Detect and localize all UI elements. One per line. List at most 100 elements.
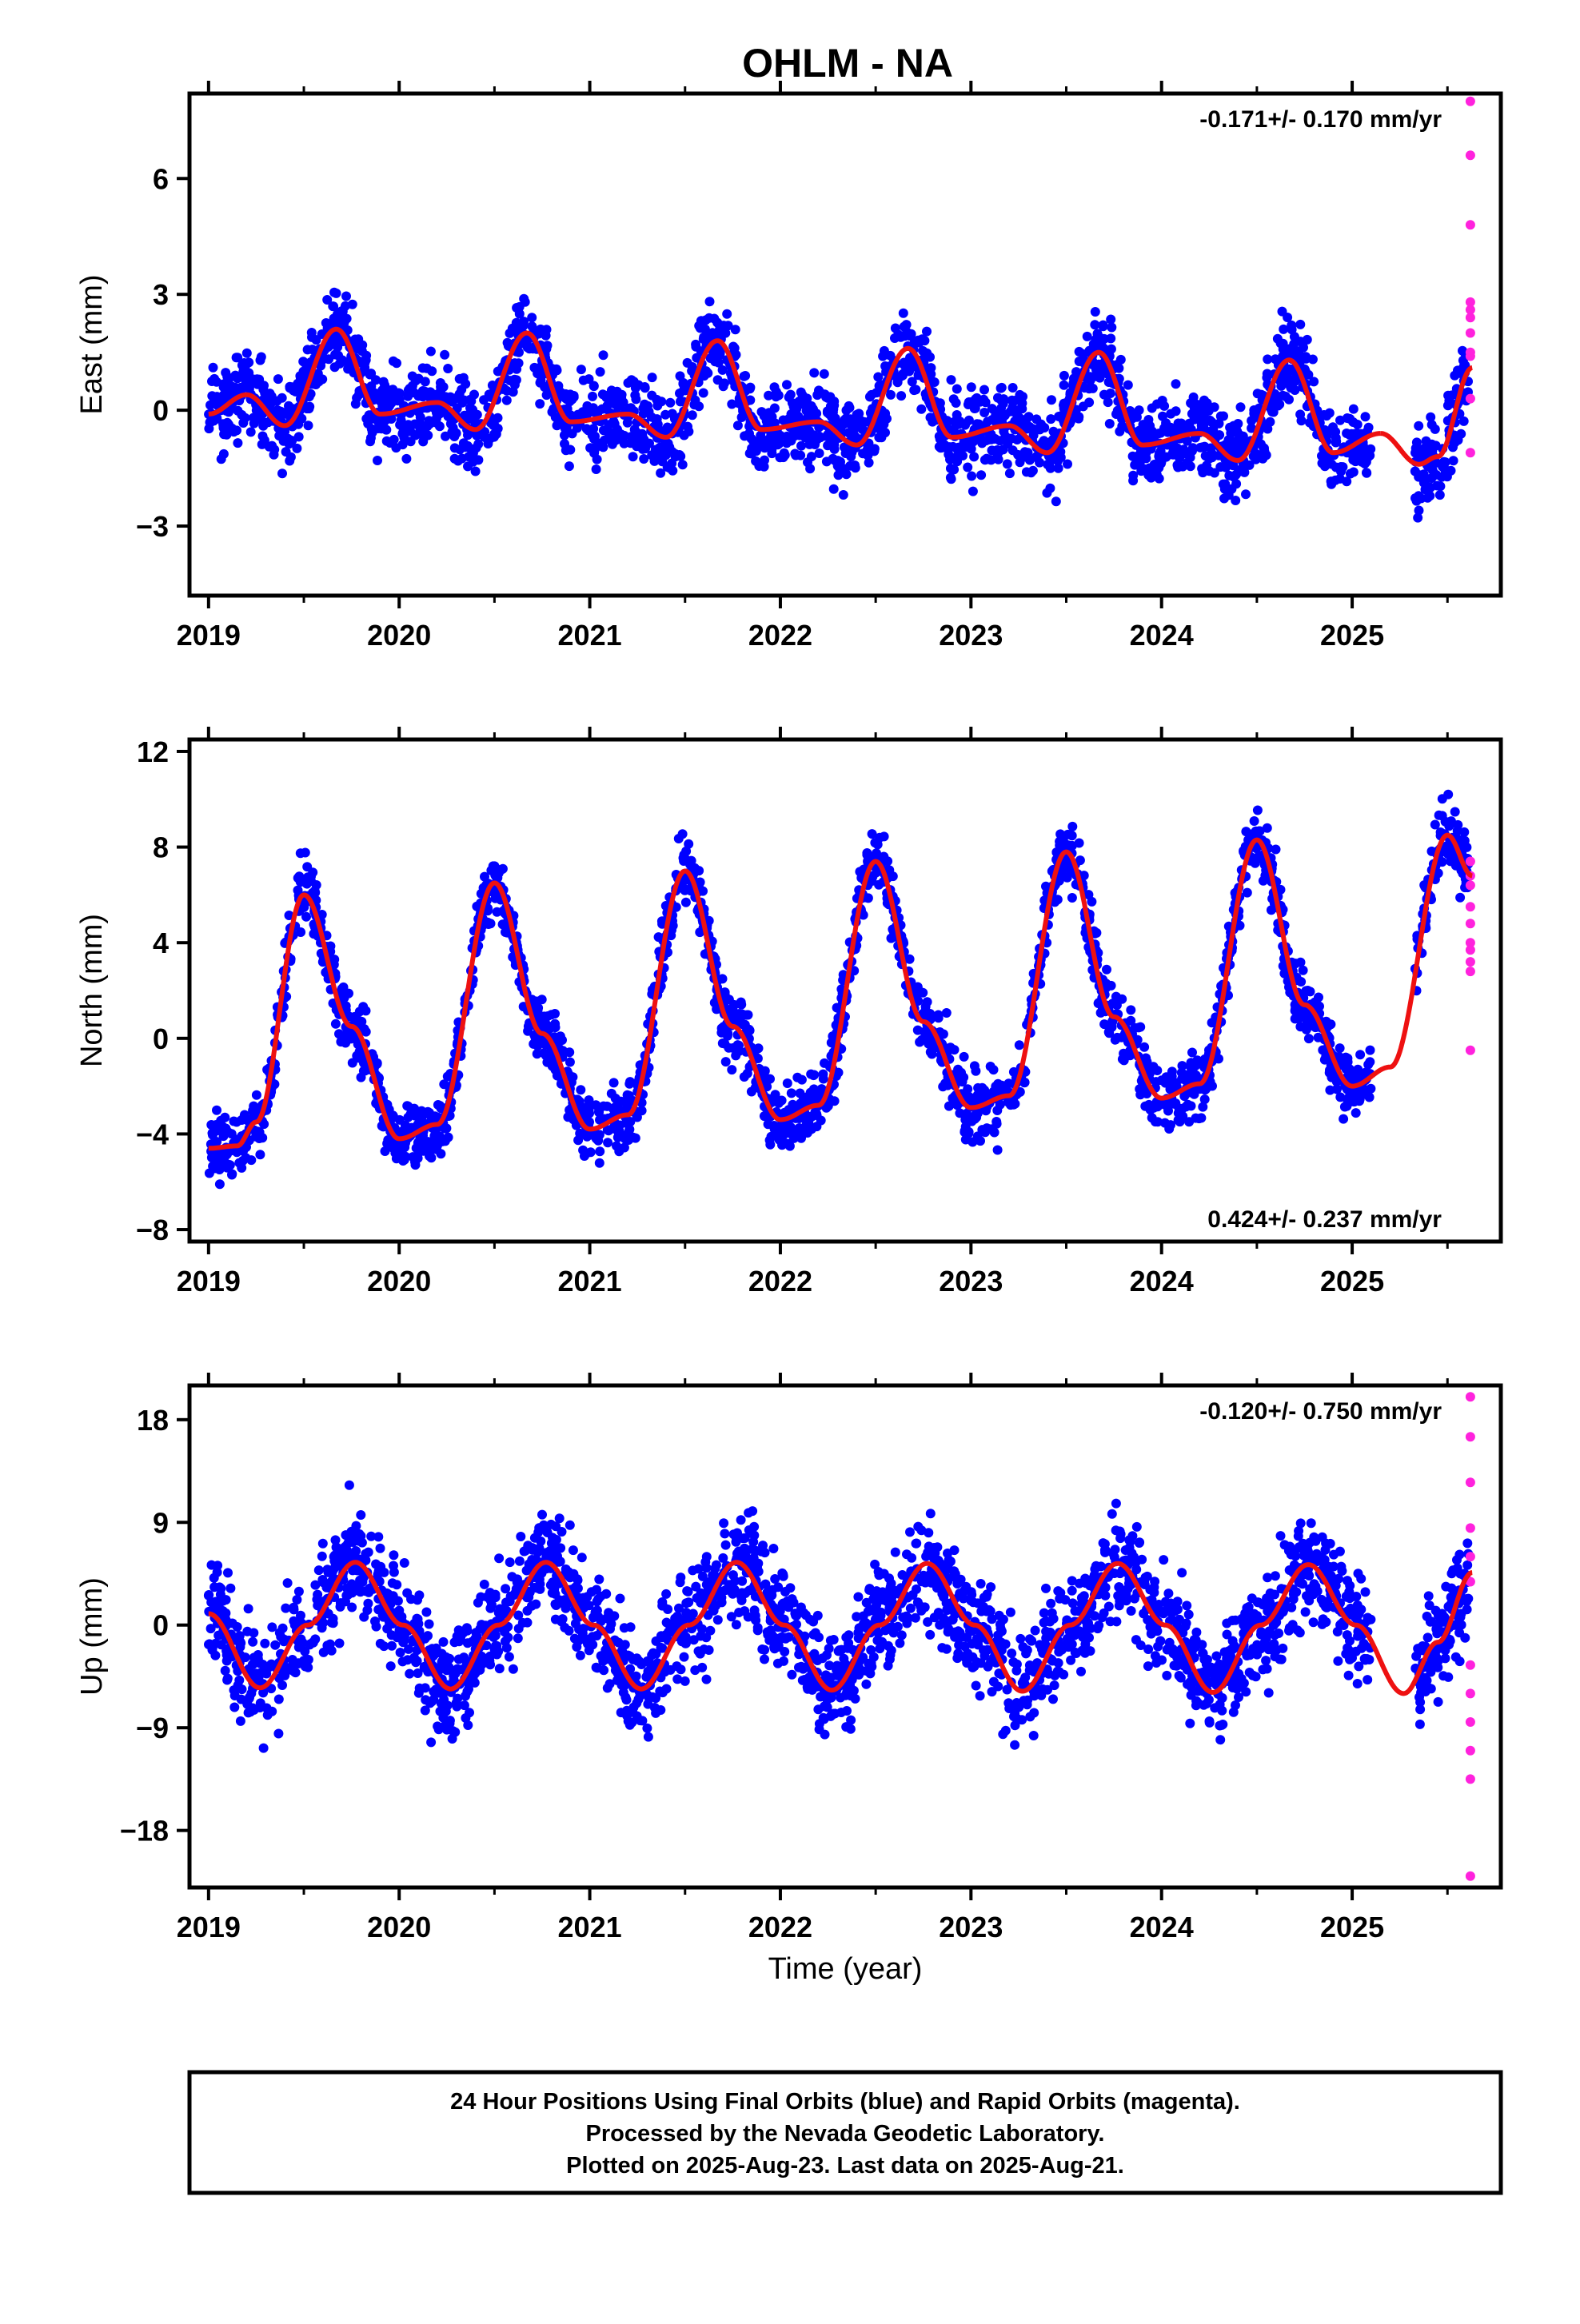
data-point	[786, 1122, 796, 1132]
data-point	[354, 390, 364, 400]
data-point	[1279, 339, 1288, 349]
data-point	[612, 425, 622, 434]
data-point	[1439, 457, 1449, 467]
data-point	[1128, 476, 1138, 485]
data-point	[612, 1141, 621, 1150]
data-point	[541, 331, 551, 341]
data-point	[862, 848, 872, 858]
data-point	[948, 442, 958, 452]
x-tick-label: 2022	[748, 619, 812, 652]
data-point	[1331, 476, 1340, 485]
y-tick-label: −3	[136, 510, 169, 543]
data-point	[1414, 421, 1423, 431]
data-point	[1295, 337, 1305, 346]
data-point	[576, 1085, 585, 1094]
data-point	[582, 424, 592, 433]
data-point	[1091, 335, 1100, 345]
data-point	[1099, 321, 1108, 331]
data-point	[461, 442, 470, 452]
y-tick-label: 0	[153, 394, 169, 427]
data-point	[525, 344, 534, 353]
data-point	[1255, 827, 1264, 836]
data-point	[1339, 1114, 1348, 1124]
data-point	[809, 368, 819, 377]
data-point	[1017, 398, 1027, 408]
data-point	[918, 346, 928, 356]
data-point	[365, 370, 375, 380]
x-tick-label: 2020	[367, 619, 431, 652]
data-point	[1360, 459, 1370, 468]
data-point	[351, 399, 361, 409]
data-point	[223, 1127, 233, 1137]
data-point	[393, 1143, 402, 1153]
data-point	[260, 418, 269, 428]
data-point	[589, 446, 599, 456]
data-point	[678, 460, 688, 469]
data-point	[690, 863, 700, 873]
data-point	[498, 864, 508, 874]
data-point	[1147, 473, 1156, 483]
data-point	[273, 374, 283, 384]
data-point	[1180, 449, 1190, 459]
data-point	[322, 295, 332, 305]
data-point	[515, 321, 525, 330]
data-point	[604, 1126, 613, 1135]
data-point	[344, 989, 353, 999]
data-point	[1335, 416, 1345, 425]
data-point	[427, 366, 437, 376]
data-point	[896, 391, 906, 401]
data-point	[648, 373, 657, 382]
data-point	[974, 1091, 984, 1101]
rapid-point	[1466, 97, 1475, 106]
data-point	[1178, 1061, 1187, 1070]
data-point	[550, 1009, 560, 1018]
data-point	[900, 322, 909, 332]
data-point	[1413, 513, 1422, 523]
data-point	[341, 1038, 350, 1048]
data-point	[805, 464, 815, 473]
data-point	[598, 389, 608, 399]
data-point	[839, 490, 848, 500]
data-point	[229, 1703, 239, 1712]
data-point	[632, 441, 641, 451]
data-point	[784, 393, 794, 402]
data-point	[432, 1145, 441, 1154]
data-point	[535, 399, 545, 409]
data-point	[249, 1108, 258, 1118]
data-point	[449, 432, 459, 441]
data-point	[1186, 398, 1195, 408]
data-point	[1354, 1068, 1363, 1078]
data-point	[823, 393, 832, 403]
data-point	[630, 390, 640, 400]
x-tick-label: 2021	[558, 619, 622, 652]
data-point	[1291, 1006, 1300, 1015]
data-point	[1450, 807, 1460, 817]
data-point	[1105, 419, 1115, 429]
data-point	[469, 448, 478, 458]
rapid-point	[1466, 957, 1475, 967]
data-point	[1187, 409, 1197, 419]
data-point	[1007, 396, 1017, 405]
data-point	[1079, 401, 1088, 411]
data-point	[1003, 459, 1012, 468]
data-point	[993, 393, 1003, 403]
data-point	[1250, 816, 1259, 826]
data-point	[604, 420, 614, 429]
data-point	[1173, 463, 1183, 472]
data-point	[967, 382, 976, 392]
data-point	[1427, 420, 1437, 429]
data-point	[820, 1058, 829, 1068]
data-point	[1188, 443, 1198, 452]
y-tick-label: 4	[153, 927, 169, 959]
data-point	[740, 1072, 749, 1082]
data-point	[1171, 379, 1181, 389]
data-point	[1422, 436, 1431, 446]
data-point	[426, 347, 436, 357]
data-point	[589, 434, 599, 444]
data-point	[1245, 460, 1255, 470]
data-point	[585, 1106, 594, 1116]
data-point	[350, 1012, 360, 1022]
data-point	[1246, 830, 1255, 839]
data-point	[816, 1116, 826, 1126]
data-point	[215, 1179, 225, 1189]
